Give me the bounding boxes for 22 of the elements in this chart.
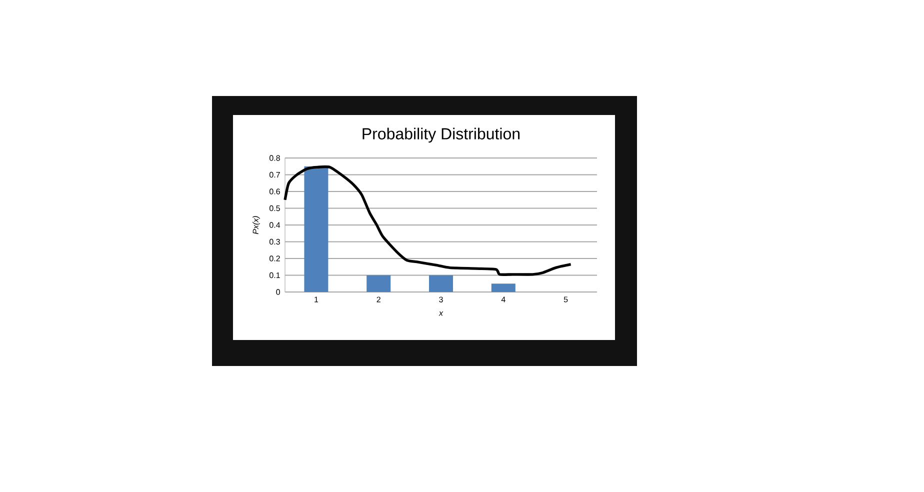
- x-tick-label: 1: [314, 296, 318, 302]
- chart-title: Probability Distribution: [362, 128, 520, 143]
- line-series: [284, 165, 572, 276]
- x-tick-label: 3: [439, 296, 443, 302]
- y-tick-label: 0.3: [269, 238, 280, 245]
- bar: [429, 275, 453, 292]
- bar: [366, 275, 391, 292]
- x-tick-label: 2: [376, 296, 380, 302]
- bar: [304, 166, 328, 292]
- x-tick-label: 5: [564, 296, 568, 302]
- y-tick-label: 0.8: [269, 155, 280, 161]
- bar: [491, 284, 516, 292]
- y-tick-label: 0.1: [269, 272, 280, 278]
- y-tick-label: 0.7: [269, 172, 280, 178]
- x-axis-title: x: [438, 312, 444, 316]
- y-tick-label: 0.6: [269, 188, 280, 194]
- y-tick-label: 0.5: [269, 205, 280, 212]
- y-tick-label: 0.4: [269, 222, 280, 228]
- y-tick-label: 0.2: [269, 256, 280, 262]
- x-tick-label: 4: [501, 296, 506, 302]
- y-tick-label: 0: [276, 289, 280, 295]
- y-axis-title: Px(x): [252, 216, 260, 234]
